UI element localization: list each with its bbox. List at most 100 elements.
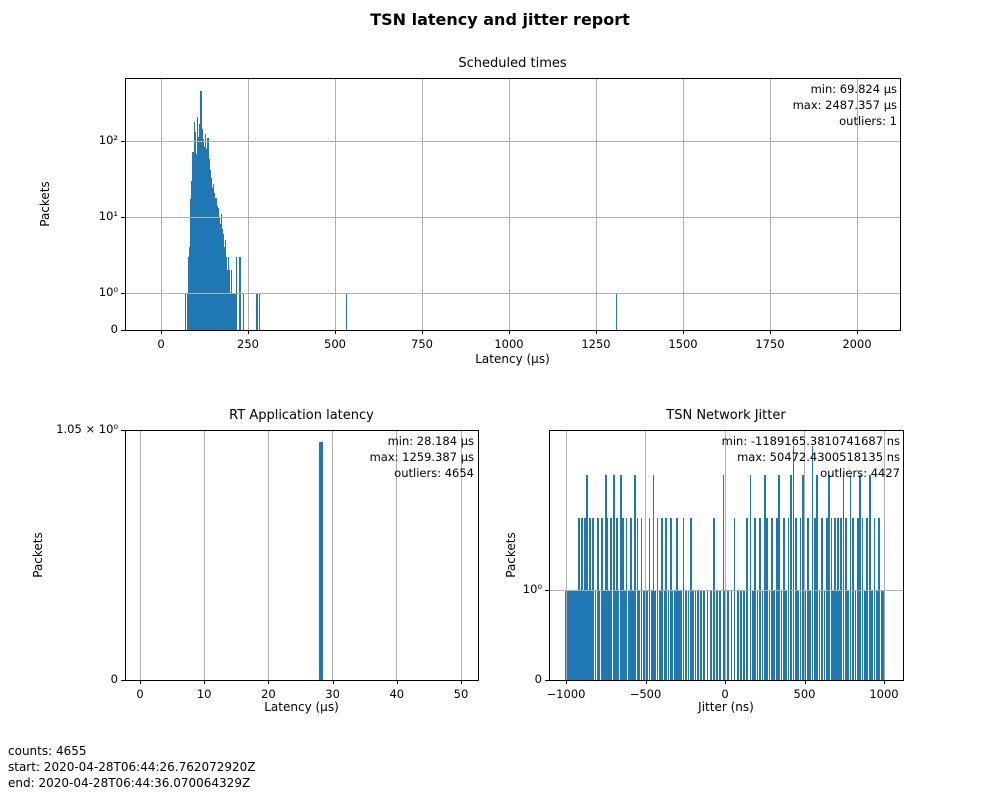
histogram-bar bbox=[682, 517, 685, 680]
x-tick-mark bbox=[645, 680, 647, 684]
histogram-bar bbox=[579, 590, 582, 680]
x-tick-mark bbox=[683, 330, 684, 334]
histogram-bar bbox=[743, 590, 745, 680]
x-tick-label: 1000 bbox=[869, 687, 899, 701]
histogram-bar bbox=[840, 517, 842, 680]
histogram-bar bbox=[736, 590, 739, 680]
histogram-bar bbox=[802, 475, 804, 680]
plot-area-scheduled-times bbox=[125, 78, 901, 331]
histogram-bar bbox=[716, 590, 718, 680]
histogram-bar bbox=[866, 517, 869, 680]
x-tick-label: 250 bbox=[237, 337, 259, 351]
x-tick-mark bbox=[332, 680, 334, 684]
histogram-bar bbox=[794, 517, 797, 680]
y-gridline bbox=[125, 140, 900, 142]
histogram-bar bbox=[651, 590, 653, 680]
histogram-bar bbox=[697, 590, 699, 680]
histogram-bar bbox=[235, 293, 237, 330]
x-tick-mark bbox=[804, 680, 806, 684]
y-tick-label: 0 bbox=[110, 322, 118, 336]
y-tick-mark bbox=[121, 330, 125, 331]
histogram-bar bbox=[844, 517, 847, 680]
y-tick-label: 0 bbox=[110, 672, 118, 686]
histogram-bar bbox=[616, 517, 618, 680]
histogram-bar bbox=[584, 517, 586, 680]
histogram-bar bbox=[191, 155, 193, 330]
histogram-bar bbox=[875, 590, 878, 680]
x-tick-label: −500 bbox=[629, 687, 662, 701]
histogram-bar bbox=[648, 517, 651, 680]
histogram-bar bbox=[830, 517, 833, 680]
histogram-bar bbox=[849, 475, 852, 680]
histogram-bar bbox=[678, 590, 680, 680]
x-tick-label: 1000 bbox=[494, 337, 524, 351]
x-tick-mark bbox=[335, 330, 336, 334]
histogram-bar bbox=[214, 192, 216, 330]
histogram-bar bbox=[852, 517, 854, 680]
histogram-bar bbox=[775, 517, 778, 680]
chart-title-tsn-network-jitter: TSN Network Jitter bbox=[666, 408, 786, 423]
x-gridline bbox=[769, 78, 771, 330]
y-gridline bbox=[549, 589, 903, 591]
histogram-bar bbox=[880, 590, 883, 680]
histogram-bar bbox=[608, 590, 610, 680]
histogram-bar bbox=[201, 128, 203, 330]
histogram-bar bbox=[199, 124, 201, 330]
histogram-bar bbox=[205, 143, 207, 330]
histogram-bar bbox=[811, 445, 814, 680]
footer-start-timestamp: start: 2020-04-28T06:44:26.762072920Z bbox=[8, 760, 256, 774]
x-tick-mark bbox=[140, 680, 141, 684]
histogram-bar bbox=[670, 517, 672, 680]
x-tick-label: 750 bbox=[411, 337, 433, 351]
histogram-bar bbox=[259, 293, 261, 330]
histogram-bar bbox=[573, 590, 575, 680]
stat-max: max: 2487.357 μs bbox=[792, 98, 897, 112]
x-tick-label: 0 bbox=[721, 687, 729, 701]
histogram-bar bbox=[797, 590, 799, 680]
histogram-bar bbox=[730, 590, 733, 680]
histogram-bar bbox=[761, 590, 764, 680]
histogram-bar bbox=[576, 590, 578, 680]
x-tick-mark bbox=[248, 330, 249, 334]
histogram-bar bbox=[700, 590, 702, 680]
x-tick-label: 50 bbox=[453, 687, 469, 701]
histogram-bar bbox=[603, 590, 605, 680]
x-tick-mark bbox=[596, 330, 597, 334]
histogram-bar bbox=[661, 517, 664, 680]
histogram-bar bbox=[604, 475, 607, 680]
histogram-bar bbox=[346, 293, 348, 330]
histogram-bar bbox=[882, 590, 885, 680]
histogram-bar bbox=[204, 133, 206, 330]
histogram-bar bbox=[202, 138, 204, 330]
x-tick-mark bbox=[884, 680, 885, 684]
histogram-bar bbox=[854, 590, 857, 680]
histogram-bar bbox=[685, 590, 687, 680]
histogram-bar bbox=[216, 205, 218, 330]
x-axis-label-scheduled-times: Latency (μs) bbox=[475, 352, 550, 366]
histogram-bar bbox=[227, 270, 229, 330]
histogram-bar bbox=[656, 517, 659, 680]
x-gridline bbox=[139, 430, 141, 680]
x-gridline bbox=[332, 430, 334, 680]
x-tick-label: 1250 bbox=[581, 337, 611, 351]
y-tick-label: 10⁰ bbox=[522, 582, 542, 596]
y-tick-mark bbox=[545, 680, 549, 681]
stat-outliers: outliers: 4427 bbox=[820, 466, 900, 480]
histogram-bar bbox=[706, 590, 709, 680]
histogram-bar bbox=[220, 224, 222, 330]
x-tick-mark bbox=[396, 680, 398, 684]
histogram-bar bbox=[636, 517, 639, 680]
histogram-bar bbox=[218, 208, 220, 330]
x-axis-label-rt-application-latency: Latency (μs) bbox=[264, 700, 339, 714]
histogram-bar bbox=[749, 475, 752, 680]
x-axis-label-tsn-network-jitter: Jitter (ns) bbox=[698, 700, 754, 714]
histogram-bar bbox=[654, 590, 656, 680]
histogram-bar bbox=[878, 517, 881, 680]
y-tick-mark bbox=[121, 430, 125, 431]
histogram-bar bbox=[828, 475, 830, 680]
histogram-bar bbox=[215, 197, 217, 330]
histogram-bar bbox=[233, 293, 235, 330]
histogram-bar bbox=[200, 90, 202, 330]
x-tick-label: 10 bbox=[196, 687, 212, 701]
histogram-bar bbox=[230, 293, 232, 330]
